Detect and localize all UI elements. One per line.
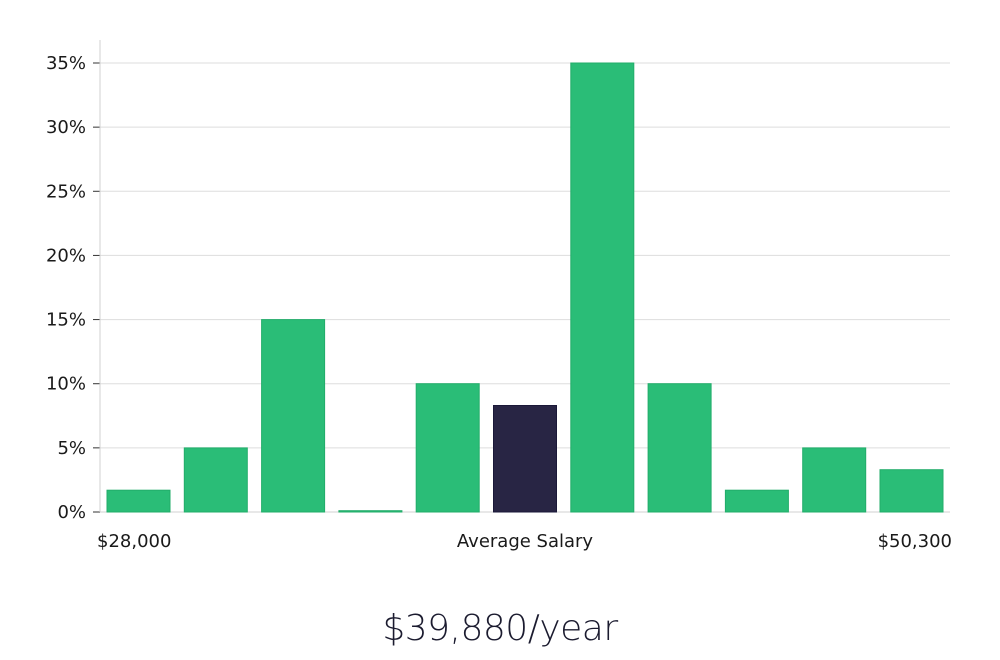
bar (261, 319, 326, 513)
average-salary-headline: $39,880/year (382, 608, 618, 649)
y-axis-ticks: 0% 5% 10% 15% 20% 25% 30% 35% (46, 53, 100, 523)
bar (879, 469, 944, 513)
y-tick-label: 15% (46, 310, 86, 331)
y-tick-label: 0% (57, 502, 86, 523)
y-tick-label: 5% (57, 438, 86, 459)
bar (802, 447, 867, 513)
x-axis-title: Average Salary (457, 531, 594, 552)
bar (106, 489, 171, 513)
bar (724, 489, 789, 513)
x-min-label: $28,000 (97, 531, 171, 552)
bar (338, 510, 403, 513)
bar (415, 383, 480, 513)
y-tick-label: 30% (46, 117, 86, 138)
bar (570, 62, 635, 513)
bar-highlight (493, 405, 557, 513)
bars (106, 62, 944, 513)
y-tick-label: 25% (46, 181, 86, 202)
bar (647, 383, 712, 513)
y-tick-label: 10% (46, 374, 86, 395)
y-tick-label: 20% (46, 245, 86, 266)
x-max-label: $50,300 (878, 531, 952, 552)
y-tick-label: 35% (46, 53, 86, 74)
salary-histogram: 0% 5% 10% 15% 20% 25% 30% 35% $28,000 Average S… (46, 40, 952, 552)
bar (183, 447, 248, 513)
